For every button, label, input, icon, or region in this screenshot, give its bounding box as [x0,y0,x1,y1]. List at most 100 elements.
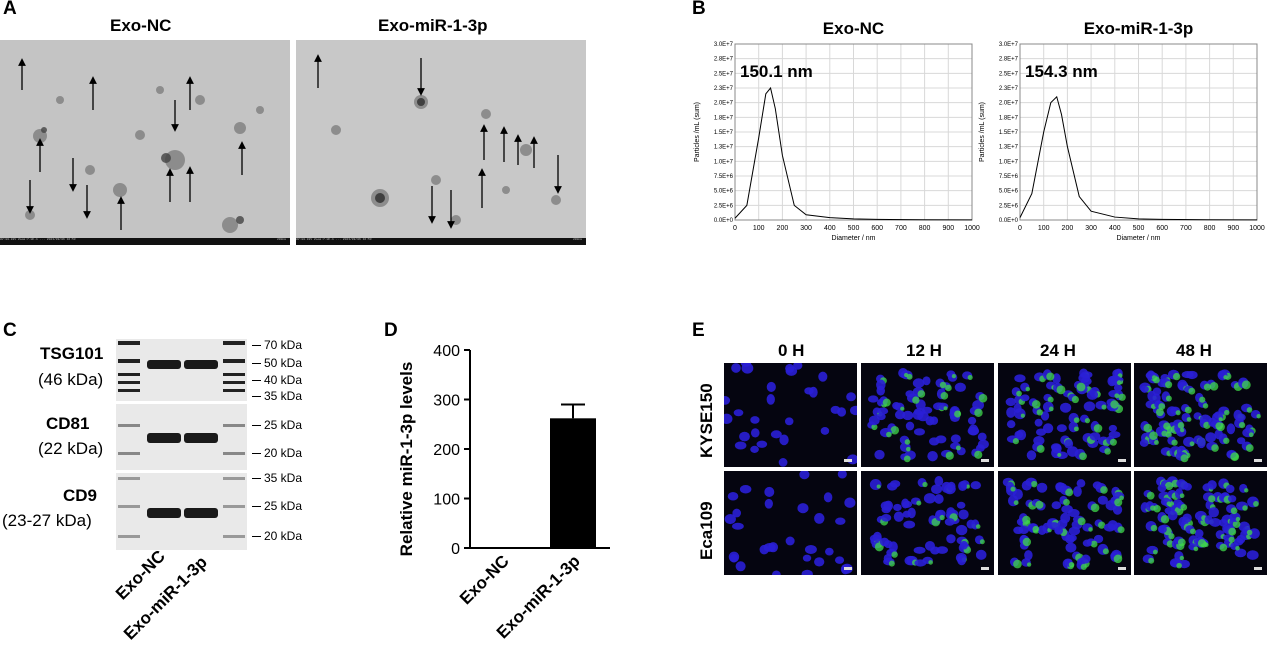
marker-35kda: 35 kDa [251,471,303,485]
exosome-signal [1155,408,1164,417]
exosome-signal [1211,444,1219,452]
tem-micrograph-exo-nc [0,40,290,245]
nucleus [1065,542,1077,553]
nucleus [1092,481,1102,490]
exosome-signal [945,451,954,460]
nucleus [1052,373,1061,384]
exosome-signal [1101,404,1107,410]
nucleus [739,431,750,442]
tem-info-left: HV:80.0kV Zoom:7.HC-1 ... 2023/09/06 16:… [0,238,76,241]
x-axis-label: Diameter / nm [832,235,876,242]
scale-bar [1254,567,1262,570]
exosome-signal [1063,498,1070,506]
x-tick-label: 200 [777,225,789,232]
nucleus [1037,525,1047,536]
nucleus [834,556,845,564]
nucleus [1066,446,1079,457]
nucleus [733,409,744,417]
exosome-signal [1048,406,1054,412]
nucleus [818,371,828,382]
exosome-signal [951,373,957,379]
nucleus [905,421,915,431]
exosome-signal [1068,561,1075,568]
chart-title: Exo-miR-1-3p [1084,19,1194,38]
nucleus [1139,439,1149,447]
nucleus [1076,479,1086,488]
x-tick-label: 900 [942,225,954,232]
nucleus [1086,389,1098,400]
nucleus [931,484,943,495]
nucleus [1057,519,1068,529]
nucleus [830,405,841,414]
scale-bar [1118,459,1126,462]
y-axis-label: Relative miR-1-3p levels [397,362,416,557]
y-axis-label: Particles /mL (sum) [979,102,986,162]
y-tick-label: 2.8E+7 [714,57,734,63]
exosome-signal [1076,382,1086,392]
nucleus [732,508,742,518]
marker-20kda: 20 kDa [251,446,303,460]
x-tick-label: 400 [1109,225,1121,232]
nucleus [873,531,882,543]
exosome-signal [1180,454,1189,463]
exosome-signal [939,514,945,521]
nucleus [959,540,969,550]
panel-label-d: D [384,320,398,341]
nucleus [1108,424,1118,432]
x-tick-label: 700 [895,225,907,232]
exosome-signal [940,392,949,400]
nucleus [764,498,773,509]
nucleus [1157,525,1167,534]
nucleus [739,485,752,494]
y-tick-label: 200 [433,442,460,459]
exosome-signal [1143,423,1153,433]
y-tick-label: 5.0E+6 [714,189,734,195]
nucleus [740,363,752,367]
nucleus [927,450,938,462]
exosome-signal [1244,488,1249,493]
nucleus [1152,387,1162,396]
cell-nuclei [867,368,989,463]
plot-frame [1019,43,1258,221]
exosome-signal [1230,507,1238,515]
exosome-signal [1219,543,1228,552]
exosome-signal [974,450,983,459]
marker-40kda: 40 kDa [251,373,303,387]
exosome-signal [1179,555,1185,561]
nucleus [779,434,789,446]
tem-image-exo-mir: HV:80.0kV Zoom:7.HC-1 ... 2023/09/06 16:… [296,40,586,245]
exosome-signal [1168,533,1175,540]
exosome-signal [1165,381,1173,389]
nucleus [1036,482,1048,493]
exosome-signal [1160,515,1170,524]
marker-35kda: 35 kDa [251,389,303,403]
nucleus [1066,534,1077,542]
y-tick-label: 3.0E+7 [714,42,734,48]
nucleus [1073,486,1082,497]
exosome-signal [1090,503,1100,513]
exosome-signal [1026,562,1032,567]
y-tick-label: 2.8E+7 [999,57,1019,63]
exosome-signal [1031,400,1041,409]
nucleus [785,363,795,373]
exosome-signal [1073,417,1080,424]
nucleus [944,518,955,526]
exosome-signal [1022,515,1031,525]
y-tick-label: 2.0E+7 [714,101,734,107]
nucleus [771,570,781,575]
nucleus [1103,523,1116,532]
y-tick-label: 100 [433,492,460,509]
nucleus [1246,550,1259,560]
nucleus [1006,407,1016,418]
exosome-signal [1114,393,1120,399]
y-tick-label: 1.0E+7 [714,159,734,165]
exosome-signal [1245,444,1254,452]
nucleus [802,554,812,562]
fluorescence-image [861,471,994,575]
tem-info-bar: HV:80.0kV Zoom:7.HC-1 ... 2023/09/06 16:… [0,238,290,245]
cell-nuclei [1005,368,1126,462]
exosome-signal [1208,495,1216,503]
exosome-signal [1158,403,1166,411]
nucleus [797,503,809,514]
nucleus [766,394,775,405]
